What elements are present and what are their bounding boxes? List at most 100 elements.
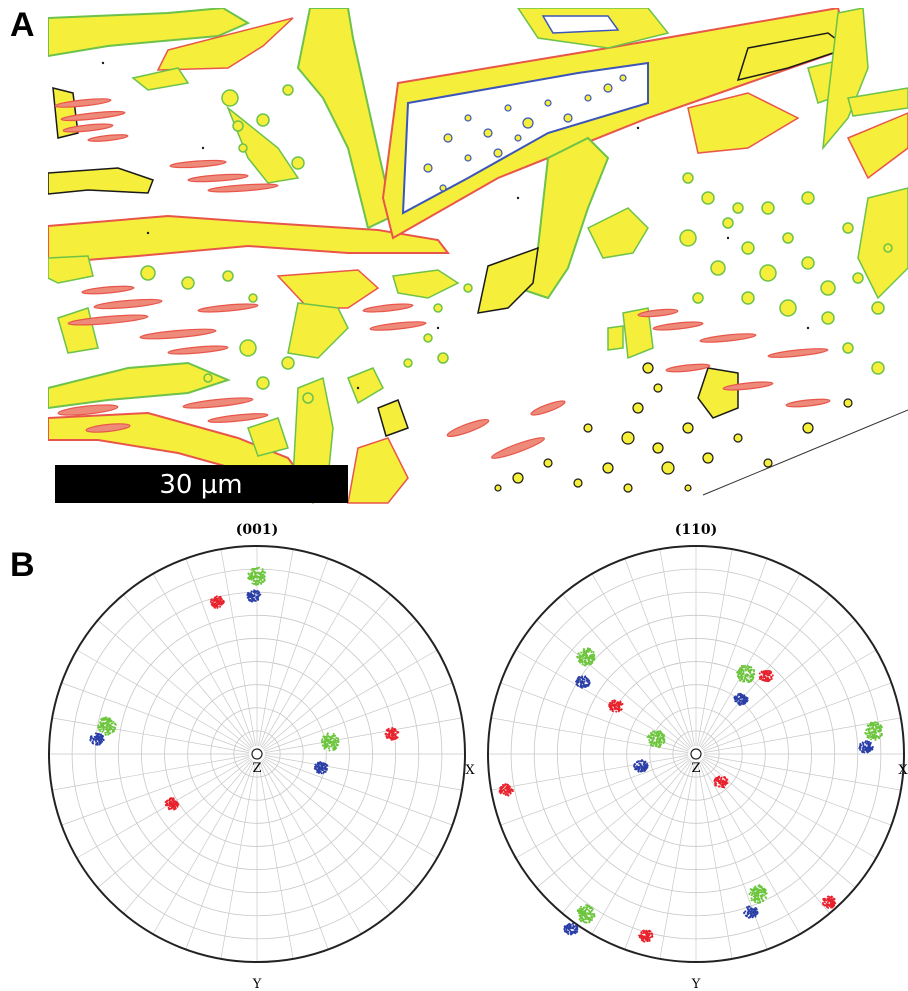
grid-spoke bbox=[262, 620, 417, 750]
grid-spoke bbox=[97, 758, 252, 888]
red-pole-cluster bbox=[164, 797, 180, 811]
grid-spoke bbox=[591, 573, 693, 748]
grid-spoke bbox=[699, 573, 801, 748]
grid-spoke bbox=[76, 649, 251, 751]
pole-figure-title: (110) bbox=[675, 522, 717, 538]
grid-spoke bbox=[264, 755, 462, 791]
grid-spoke bbox=[703, 717, 901, 753]
grid-spoke bbox=[562, 594, 692, 749]
grid-spoke bbox=[591, 760, 693, 935]
grid-spoke bbox=[703, 682, 892, 752]
grid-spoke bbox=[703, 756, 892, 826]
axis-label-z: Z bbox=[691, 761, 700, 776]
grid-spoke bbox=[97, 620, 252, 750]
blue-pole-cluster bbox=[633, 759, 649, 773]
green-pole-cluster bbox=[748, 884, 768, 904]
phase-map: 30 µm bbox=[48, 8, 908, 505]
center-marker bbox=[690, 748, 702, 760]
green-pole-cluster bbox=[736, 664, 756, 684]
blue-pole-cluster bbox=[733, 692, 749, 706]
blue-pole-cluster bbox=[858, 740, 874, 754]
pole-figure-110: (110) Z X Y bbox=[487, 522, 908, 991]
red-pole-cluster bbox=[758, 669, 774, 683]
grid-spoke bbox=[703, 755, 901, 791]
green-pole-cluster bbox=[646, 730, 666, 749]
grid-spoke bbox=[697, 761, 733, 959]
grid-spoke bbox=[562, 759, 692, 914]
polar-grid bbox=[488, 546, 904, 962]
grid-spoke bbox=[61, 682, 250, 752]
red-pole-cluster bbox=[384, 727, 400, 741]
blue-pole-cluster bbox=[563, 922, 579, 936]
grid-spoke bbox=[258, 761, 294, 959]
grid-spoke bbox=[220, 549, 256, 747]
polar-grid bbox=[49, 546, 465, 962]
grid-spoke bbox=[52, 755, 250, 791]
grid-spoke bbox=[698, 558, 768, 747]
green-pole-cluster bbox=[247, 566, 267, 586]
grid-spoke bbox=[261, 759, 391, 914]
red-pole-cluster bbox=[498, 783, 514, 797]
red-pole-cluster bbox=[713, 775, 729, 789]
grid-spoke bbox=[52, 717, 250, 753]
blue-pole-cluster bbox=[89, 732, 105, 746]
axis-label-y: Y bbox=[252, 977, 262, 991]
grid-spoke bbox=[491, 755, 689, 791]
grid-spoke bbox=[698, 761, 768, 950]
center-marker bbox=[251, 748, 263, 760]
grid-spoke bbox=[536, 620, 691, 750]
red-grains bbox=[54, 98, 831, 459]
axis-label-y: Y bbox=[691, 977, 701, 991]
grid-spoke bbox=[261, 594, 391, 749]
grid-spoke bbox=[624, 761, 694, 950]
grid-spoke bbox=[264, 717, 462, 753]
grid-spoke bbox=[699, 760, 801, 935]
grid-spoke bbox=[260, 760, 362, 935]
grid-spoke bbox=[701, 758, 856, 888]
grid-spoke bbox=[264, 682, 453, 752]
grid-spoke bbox=[702, 649, 877, 751]
grid-spoke bbox=[185, 558, 255, 747]
pole-figures: (001) Z X Y (110) Z X Y bbox=[48, 522, 908, 991]
black-outlined-grains bbox=[494, 362, 853, 493]
grid-spoke bbox=[61, 756, 250, 826]
grid-spoke bbox=[500, 756, 689, 826]
pole-figure-outline bbox=[487, 545, 905, 963]
red-pole-cluster bbox=[638, 929, 654, 943]
green-pole-cluster bbox=[97, 716, 117, 736]
red-pole-cluster bbox=[608, 699, 624, 713]
grid-spoke bbox=[624, 558, 694, 747]
pole-clusters bbox=[89, 566, 400, 811]
panel-label-a: A bbox=[10, 6, 35, 44]
grid-spoke bbox=[491, 717, 689, 753]
grid-spoke bbox=[659, 549, 695, 747]
grid-spoke bbox=[260, 573, 362, 748]
grid-spoke bbox=[262, 758, 417, 888]
grid-spoke bbox=[259, 558, 329, 747]
crop-edge-line bbox=[702, 409, 908, 496]
green-pole-cluster bbox=[864, 721, 883, 741]
grid-spoke bbox=[264, 756, 453, 826]
axis-label-z: Z bbox=[252, 761, 261, 776]
grid-spoke bbox=[152, 573, 254, 748]
pole-figure-001: (001) Z X Y bbox=[48, 522, 475, 991]
grid-spoke bbox=[123, 594, 253, 749]
grid-spoke bbox=[263, 757, 438, 859]
grid-spoke bbox=[185, 761, 255, 950]
pole-figure-title: (001) bbox=[236, 522, 278, 538]
grid-spoke bbox=[76, 757, 251, 859]
scale-bar-label: 30 µm bbox=[159, 470, 242, 500]
grid-spoke bbox=[702, 757, 877, 859]
grid-spoke bbox=[659, 761, 695, 959]
grid-spoke bbox=[701, 620, 856, 750]
blue-pole-cluster bbox=[313, 761, 329, 775]
blue-pole-cluster bbox=[743, 905, 759, 919]
green-pole-cluster bbox=[576, 647, 596, 667]
grid-spoke bbox=[536, 758, 691, 888]
grid-spoke bbox=[259, 761, 329, 950]
red-pole-cluster bbox=[209, 595, 225, 609]
blue-grains-in-triangle bbox=[423, 74, 627, 192]
axis-label-x: X bbox=[898, 763, 908, 778]
pole-figure-outline bbox=[48, 545, 466, 963]
green-pole-cluster bbox=[576, 904, 596, 924]
